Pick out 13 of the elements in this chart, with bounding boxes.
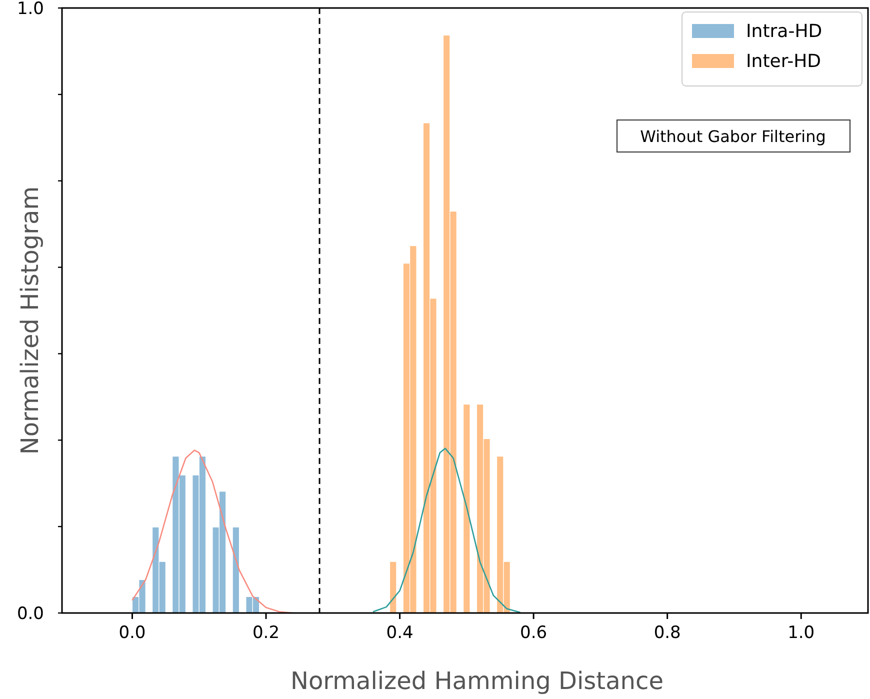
line-series [372, 448, 521, 614]
line-series [132, 450, 294, 614]
y-axis-title: Normalized Histogram [16, 186, 44, 455]
x-tick-label: 0.4 [386, 623, 414, 643]
x-tick-label: 0.2 [252, 623, 280, 643]
x-tick-label: 0.0 [118, 623, 146, 643]
legend-label: Inter-HD [746, 51, 821, 72]
legend-label: Intra-HD [746, 21, 822, 42]
x-tick-label: 0.8 [654, 623, 681, 643]
x-tick-label: 0.6 [520, 623, 548, 643]
x-tick-label: 1.0 [788, 623, 815, 643]
annotation: Without Gabor Filtering [640, 127, 826, 146]
x-axis-title: Normalized Hamming Distance [290, 667, 664, 695]
